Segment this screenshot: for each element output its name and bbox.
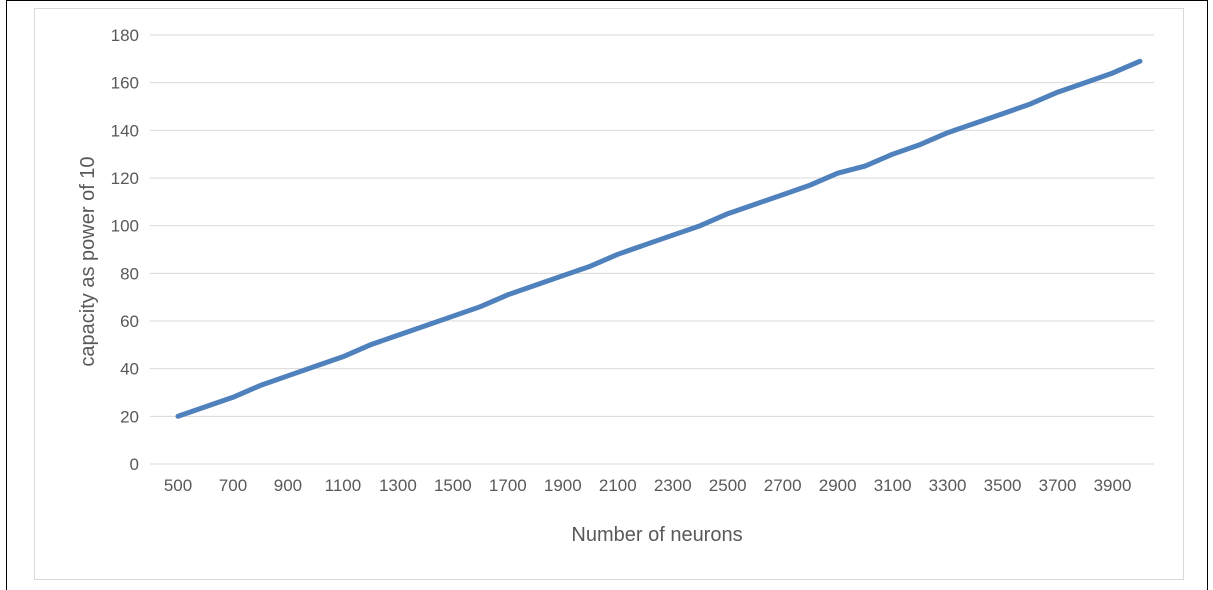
gridlines [150, 34, 1154, 465]
x-tick-label: 1100 [325, 476, 362, 495]
x-tick-label: 500 [164, 476, 192, 495]
x-tick-label: 3300 [929, 476, 967, 495]
x-tick-label: 3900 [1094, 476, 1132, 495]
x-axis-title: Number of neurons [571, 524, 742, 546]
x-tick-label: 1700 [489, 476, 527, 495]
x-tick-label: 3500 [984, 476, 1022, 495]
y-tick-labels: 0 20 40 60 80 100 120 140 160 180 [111, 26, 139, 474]
y-tick-label: 80 [120, 264, 139, 283]
y-tick-label: 0 [130, 455, 139, 474]
x-tick-label: 2700 [764, 476, 802, 495]
x-tick-labels: 500 700 900 1100 1300 1500 1700 1900 2100 2300 250… [164, 476, 1132, 495]
chart-area [34, 8, 1184, 580]
page-frame [6, 0, 1208, 590]
y-tick-label: 100 [111, 217, 139, 236]
x-tick-label: 1500 [434, 476, 472, 495]
x-tick-label: 1300 [379, 476, 417, 495]
x-tick-label: 2100 [599, 476, 637, 495]
x-tick-label: 1900 [544, 476, 582, 495]
y-tick-label: 60 [120, 312, 139, 331]
y-tick-label: 160 [111, 74, 139, 93]
y-axis-title: capacity as power of 10 [77, 156, 99, 366]
series-line [175, 58, 1143, 419]
y-tick-label: 20 [120, 407, 139, 426]
x-tick-label: 2500 [709, 476, 747, 495]
x-tick-label: 3700 [1039, 476, 1077, 495]
x-tick-label: 3100 [874, 476, 912, 495]
x-tick-label: 2900 [819, 476, 857, 495]
x-tick-label: 2300 [654, 476, 692, 495]
series-layer [175, 58, 1143, 419]
y-tick-label: 180 [111, 26, 139, 45]
x-tick-label: 900 [274, 476, 302, 495]
x-tick-label: 700 [219, 476, 247, 495]
y-tick-label: 40 [120, 360, 139, 379]
y-tick-label: 140 [111, 121, 139, 140]
y-tick-label: 120 [111, 169, 139, 188]
